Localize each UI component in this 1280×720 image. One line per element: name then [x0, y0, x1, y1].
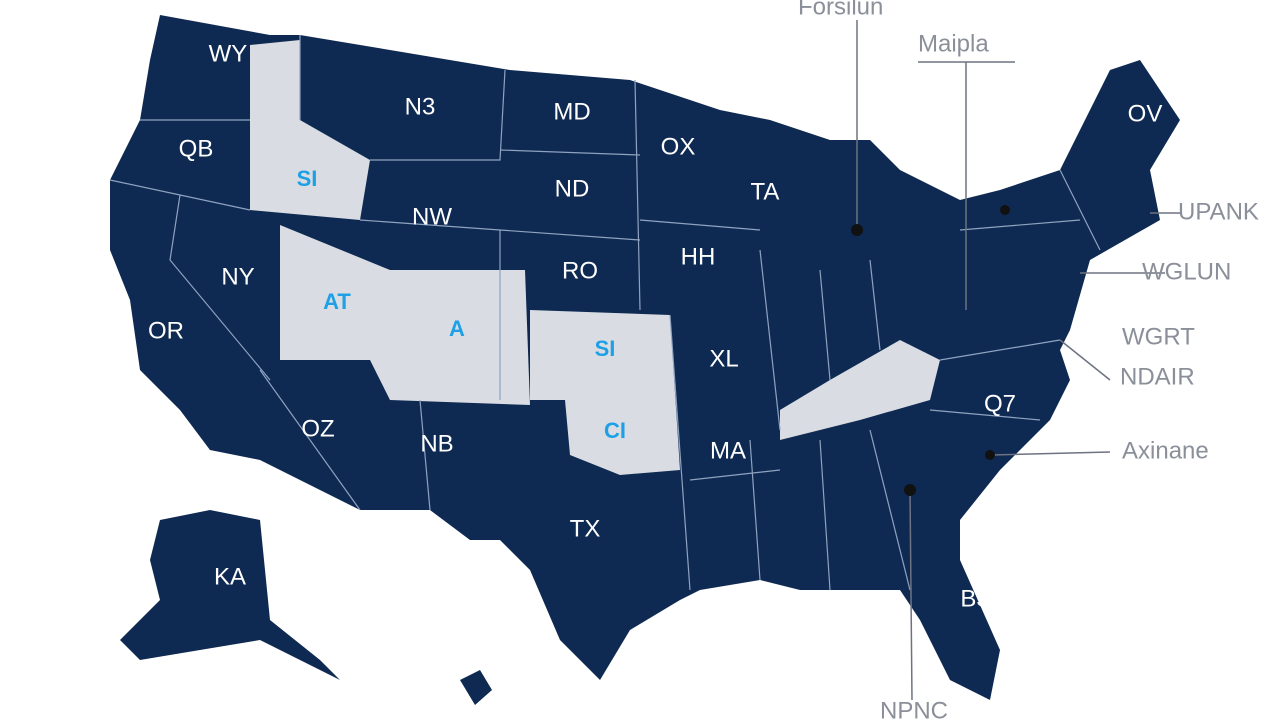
- callout-label: Maipla: [918, 30, 989, 57]
- marker: [904, 484, 916, 496]
- leader-line: [909, 489, 913, 701]
- state-label: B3: [960, 585, 989, 612]
- state-borders: [109, 35, 1101, 591]
- light-state-labels: SI AT A SI CI: [297, 166, 626, 443]
- state-label: TA: [751, 178, 780, 205]
- callout-label: Axinane: [1122, 437, 1209, 464]
- state-label: OR: [148, 317, 184, 344]
- kentucky-tennessee: [780, 340, 940, 440]
- markers: [851, 205, 1010, 496]
- callout-label: WGLUN: [1142, 258, 1231, 285]
- hawaii: [460, 670, 492, 705]
- state-label: AT: [323, 289, 351, 314]
- leader-line: [989, 451, 1111, 456]
- state-label: WY: [209, 40, 248, 67]
- alaska: [120, 510, 340, 680]
- state-label: CI: [604, 418, 626, 443]
- state-label: RO: [562, 257, 598, 284]
- state-label: MD: [553, 98, 590, 125]
- state-label: SI: [595, 336, 616, 361]
- state-label: NB: [420, 430, 453, 457]
- marker: [985, 450, 995, 460]
- callout-label: Forsilun: [798, 0, 883, 20]
- leader-line: [1059, 339, 1111, 381]
- state-label: NY: [221, 263, 254, 290]
- callout-label: NPNC: [880, 697, 948, 720]
- callout-label: NDAIR: [1120, 363, 1195, 390]
- kansas-oklahoma: [530, 310, 680, 475]
- leader-lines: [856, 20, 1180, 701]
- dark-state-labels: WY N3 MD QB OX TA ND NW RO HH NY OR XL O…: [148, 40, 1162, 612]
- state-label: OV: [1128, 100, 1163, 127]
- marker: [851, 224, 863, 236]
- state-label: KA: [214, 563, 246, 590]
- state-label: OX: [661, 133, 696, 160]
- utah-colorado: [280, 225, 530, 405]
- state-label: A: [449, 316, 465, 341]
- state-label: TX: [570, 515, 601, 542]
- callouts: Forsilun Maipla UPANK WGLUN WGRT NDAIR A…: [798, 0, 1259, 720]
- state-label: XL: [709, 345, 738, 372]
- state-label: QB: [179, 135, 214, 162]
- callout-label: UPANK: [1178, 198, 1259, 225]
- state-label: Q7: [984, 390, 1016, 417]
- idaho: [250, 40, 370, 220]
- state-label: ND: [555, 175, 590, 202]
- state-label: SI: [297, 166, 318, 191]
- state-label: N3: [405, 93, 436, 120]
- state-label: NW: [412, 203, 452, 230]
- state-label: OZ: [301, 415, 334, 442]
- state-label: HH: [681, 243, 716, 270]
- state-label: MA: [710, 437, 746, 464]
- marker: [1000, 205, 1010, 215]
- callout-label: WGRT: [1122, 323, 1195, 350]
